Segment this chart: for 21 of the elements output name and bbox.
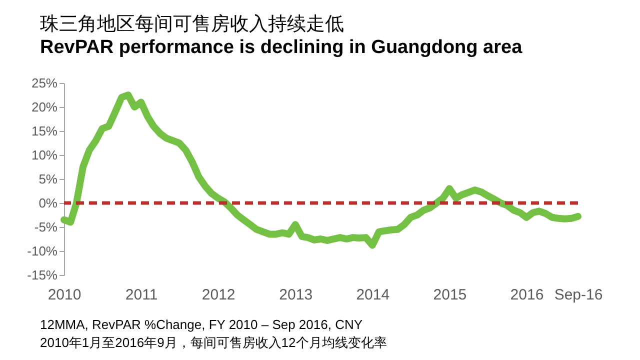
text: 2010年1月至2016年9月，每间可售房收入12个月均线变化率 bbox=[40, 335, 387, 350]
y-tick-label: 25% bbox=[31, 76, 58, 90]
chart-subtitle: RevPAR performance is declining in Guangdong area bbox=[40, 37, 523, 58]
x-tick-label: 2014 bbox=[356, 286, 390, 304]
x-tick-label: 2015 bbox=[433, 286, 467, 304]
x-tick-label: 2012 bbox=[202, 286, 236, 304]
x-tick-label: 2011 bbox=[125, 286, 158, 304]
chart-title: 珠三角地区每间可售房收入持续走低 bbox=[40, 13, 344, 35]
y-tick-label: 5% bbox=[38, 172, 58, 186]
y-tick-label: -15% bbox=[27, 268, 58, 282]
y-tick-label: -10% bbox=[27, 244, 58, 258]
y-tick-label: 15% bbox=[31, 124, 58, 138]
y-tick-label: 20% bbox=[31, 100, 58, 114]
y-tick-label: -5% bbox=[34, 220, 58, 234]
x-tick-label: Sep-16 bbox=[554, 286, 603, 304]
x-tick-label: 2010 bbox=[48, 286, 82, 304]
text: 12MMA, RevPAR %Change, FY 2010 – Sep 2016, CNY bbox=[40, 317, 363, 332]
y-tick-label: 0% bbox=[38, 196, 58, 210]
x-tick-label: 2013 bbox=[279, 286, 313, 304]
y-tick-label: 10% bbox=[31, 148, 58, 162]
x-tick-label: 2016 bbox=[510, 286, 544, 304]
